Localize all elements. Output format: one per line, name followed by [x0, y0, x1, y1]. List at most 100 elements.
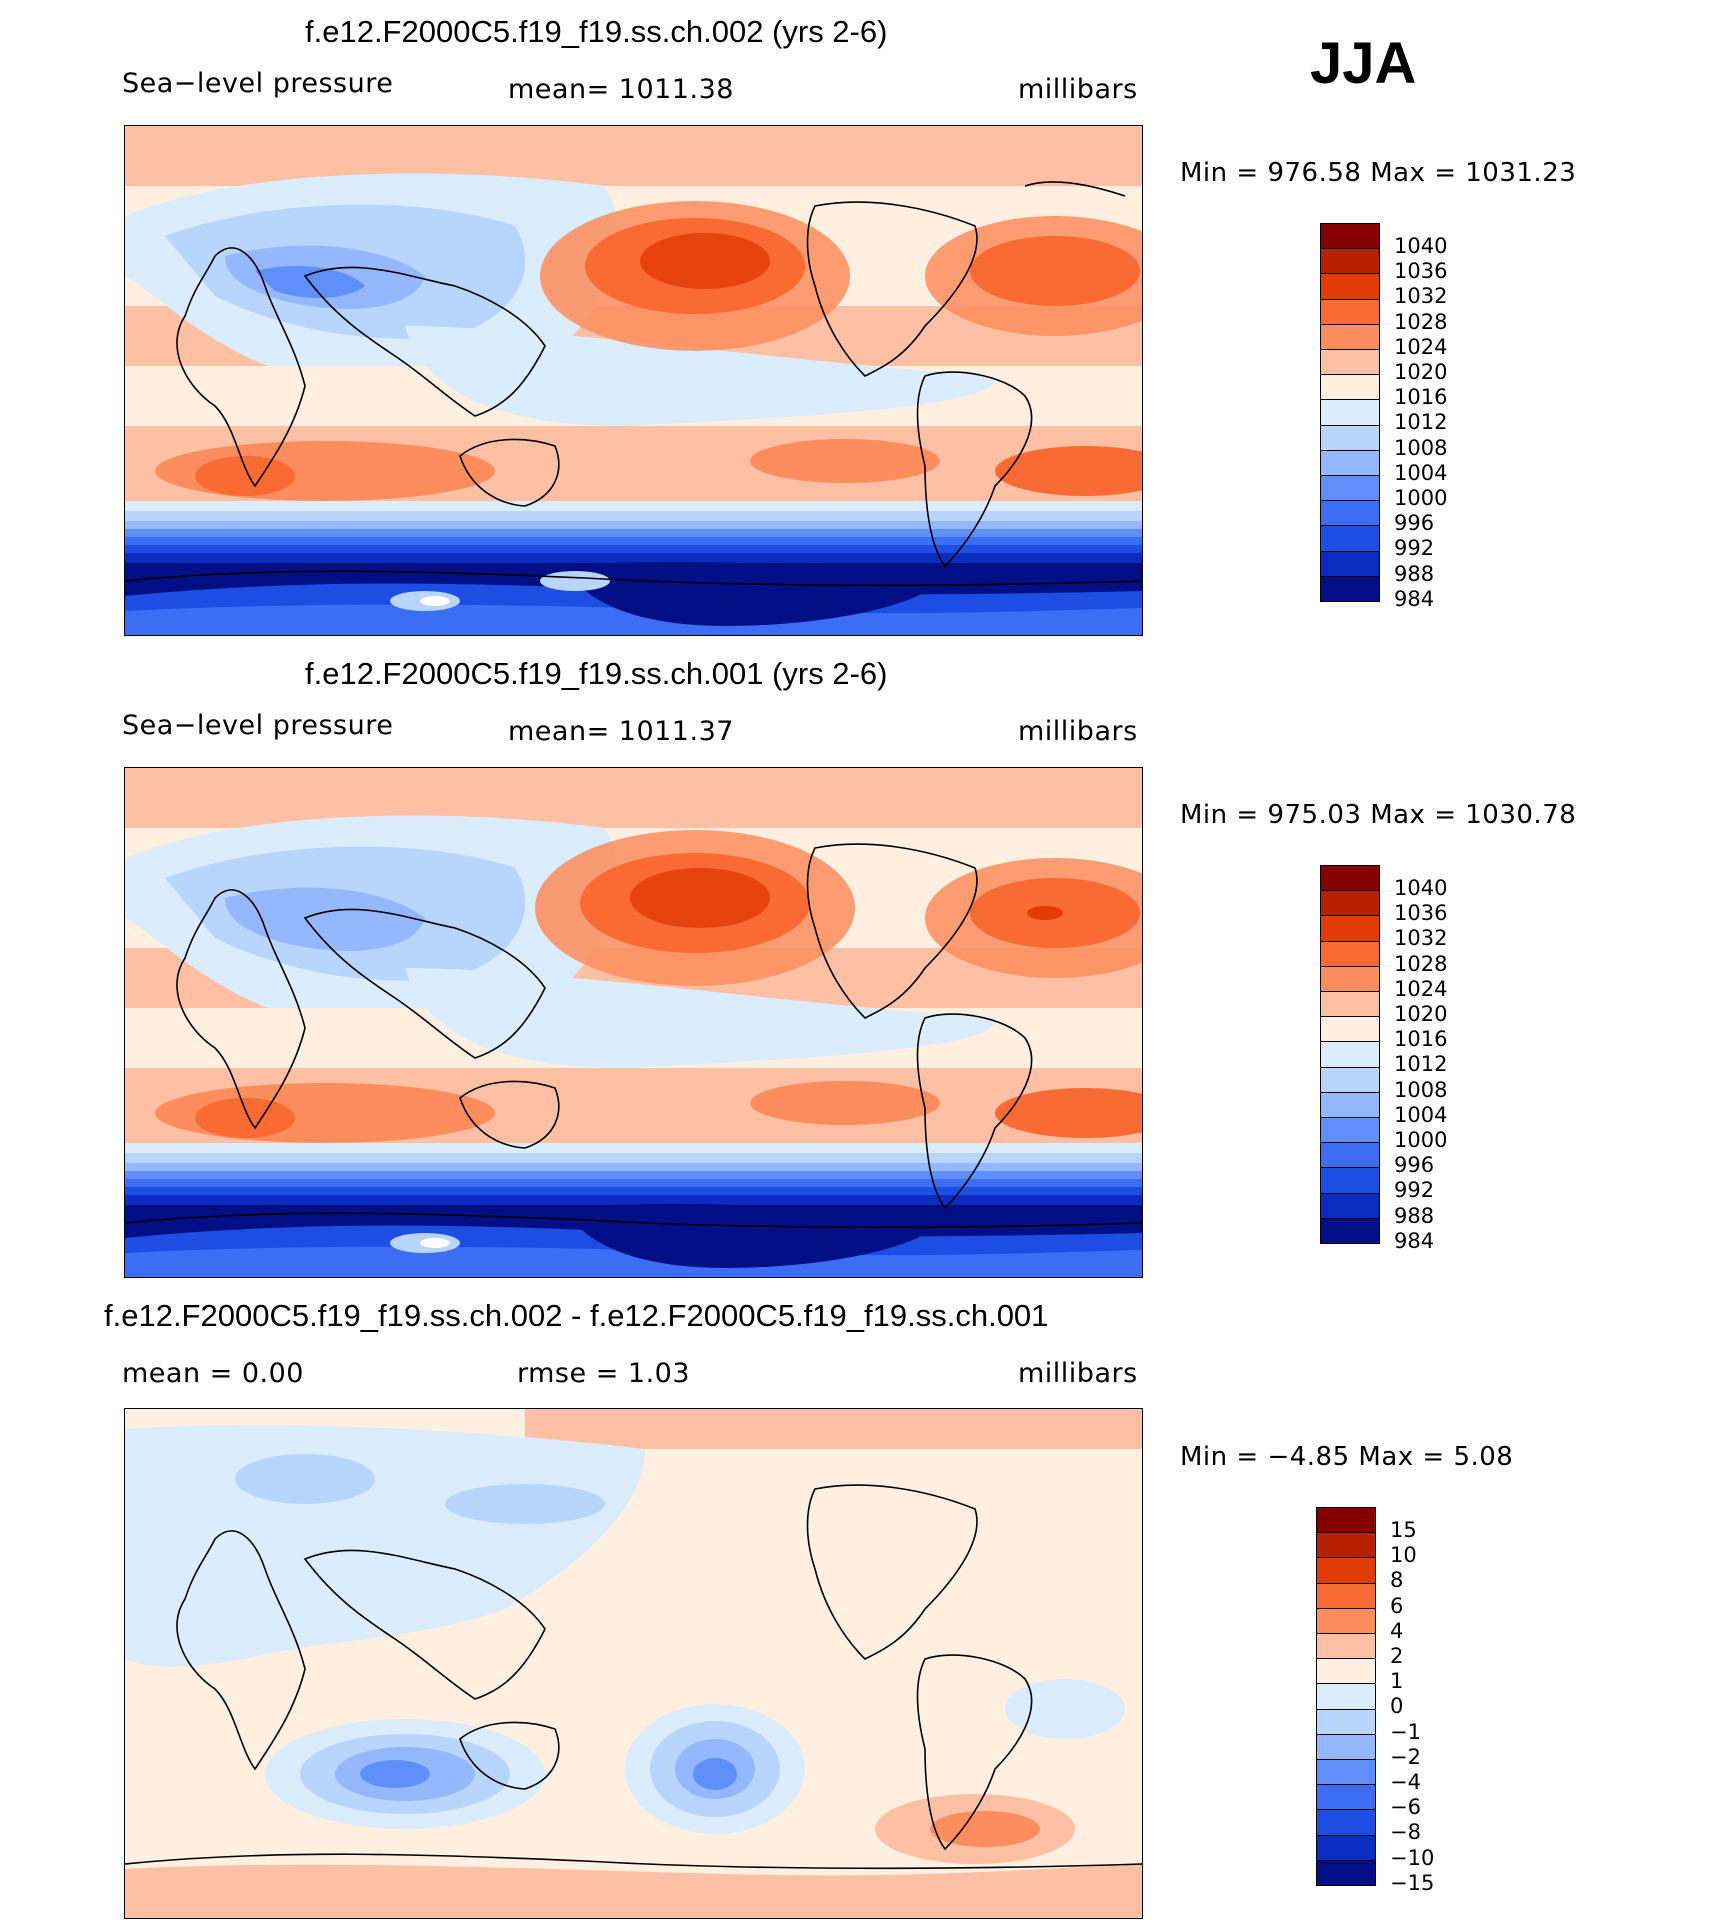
colorbar-label: 1036: [1394, 259, 1448, 284]
colorbar-label: 1032: [1394, 284, 1448, 309]
colorbar-label: 10: [1390, 1543, 1417, 1568]
units-label: millibars: [1018, 1358, 1138, 1389]
colorbar-swatch: [1320, 374, 1380, 401]
contour-map: [124, 1408, 1143, 1919]
colorbar-label: 1008: [1394, 435, 1448, 460]
colorbar-label: 6: [1390, 1593, 1404, 1618]
contour-map: [124, 125, 1143, 636]
season-label: JJA: [1310, 31, 1417, 96]
colorbar-label: 988: [1394, 1203, 1435, 1228]
colorbar-swatch: [1320, 1192, 1380, 1219]
colorbar-swatch: [1316, 1834, 1376, 1861]
colorbar-swatch: [1320, 1142, 1380, 1169]
colorbar-swatch: [1316, 1658, 1376, 1685]
colorbar-swatch: [1320, 940, 1380, 967]
colorbar-label: −2: [1390, 1744, 1421, 1769]
colorbar-swatch: [1316, 1784, 1376, 1811]
colorbar-swatch: [1316, 1532, 1376, 1559]
colorbar-swatch: [1320, 500, 1380, 527]
colorbar-label: 1020: [1394, 1002, 1448, 1026]
colorbar-label: 1004: [1394, 460, 1448, 485]
colorbar-swatch: [1320, 890, 1380, 917]
colorbar-swatch: [1316, 1582, 1376, 1609]
colorbar-label: 1020: [1394, 360, 1448, 384]
colorbar-swatch: [1320, 915, 1380, 942]
colorbar-label: 1024: [1394, 976, 1448, 1001]
mean-label: mean= 1011.37: [508, 716, 734, 747]
variable-label: Sea−level pressure: [122, 68, 394, 99]
colorbar-label: 1028: [1394, 309, 1448, 334]
colorbar-label: 1040: [1394, 234, 1448, 258]
colorbar-swatch: [1320, 298, 1380, 325]
colorbar-label: 1: [1390, 1669, 1404, 1694]
colorbar-swatch: [1320, 575, 1380, 602]
colorbar-label: −4: [1390, 1770, 1421, 1794]
panel-title: f.e12.F2000C5.f19_f19.ss.ch.002 - f.e12.…: [104, 1298, 1049, 1333]
colorbar-swatch: [1320, 991, 1380, 1018]
colorbar-swatch: [1320, 1117, 1380, 1144]
colorbar-label: 992: [1394, 1178, 1435, 1203]
mean-label: mean= 1011.38: [508, 74, 734, 105]
colorbar-label: 1028: [1394, 951, 1448, 976]
colorbar-swatch: [1320, 550, 1380, 577]
min-max-label: Min = 975.03 Max = 1030.78: [1180, 800, 1577, 830]
colorbar-label: 984: [1394, 1228, 1435, 1253]
min-max-label: Min = 976.58 Max = 1031.23: [1180, 158, 1577, 188]
colorbar-swatch: [1316, 1733, 1376, 1760]
colorbar-label: 1016: [1394, 1027, 1448, 1052]
units-label: millibars: [1018, 74, 1138, 105]
colorbar-label: 4: [1390, 1618, 1404, 1643]
colorbar-swatch: [1316, 1683, 1376, 1710]
colorbar-swatch: [1320, 965, 1380, 992]
colorbar-swatch: [1320, 525, 1380, 552]
contour-map: [124, 767, 1143, 1278]
colorbar-swatch: [1320, 399, 1380, 426]
colorbar-label: −10: [1390, 1845, 1435, 1870]
colorbar-label: 1016: [1394, 385, 1448, 410]
colorbar-swatch: [1316, 1708, 1376, 1735]
colorbar-label: 1012: [1394, 1052, 1448, 1077]
colorbar-label: 1012: [1394, 410, 1448, 435]
colorbar-label: 1036: [1394, 901, 1448, 926]
colorbar-label: 1000: [1394, 1128, 1448, 1152]
variable-label: Sea−level pressure: [122, 710, 394, 741]
colorbar-swatch: [1320, 349, 1380, 376]
colorbar-label: 996: [1394, 511, 1435, 536]
units-label: millibars: [1018, 716, 1138, 747]
colorbar-swatch: [1320, 424, 1380, 451]
colorbar-swatch: [1320, 475, 1380, 502]
panel-title: f.e12.F2000C5.f19_f19.ss.ch.002 (yrs 2-6…: [305, 14, 888, 49]
rmse-label: rmse = 1.03: [517, 1358, 691, 1389]
colorbar-swatch: [1316, 1633, 1376, 1660]
colorbar-label: 1008: [1394, 1077, 1448, 1102]
colorbar-swatch: [1320, 1066, 1380, 1093]
colorbar-label: 1004: [1394, 1102, 1448, 1127]
colorbar-label: −15: [1390, 1870, 1435, 1895]
colorbar-label: 1040: [1394, 876, 1448, 900]
mean-label: mean = 0.00: [122, 1358, 304, 1389]
colorbar-swatch: [1316, 1557, 1376, 1584]
colorbar-swatch: [1320, 1167, 1380, 1194]
colorbar-swatch: [1320, 323, 1380, 350]
colorbar-swatch: [1320, 1016, 1380, 1043]
colorbar-swatch: [1320, 273, 1380, 300]
colorbar-label: 1032: [1394, 926, 1448, 951]
colorbar-label: 996: [1394, 1153, 1435, 1178]
colorbar-label: −1: [1390, 1719, 1421, 1744]
colorbar-label: 2: [1390, 1644, 1404, 1668]
colorbar-label: 992: [1394, 536, 1435, 561]
colorbar-label: 1024: [1394, 334, 1448, 359]
min-max-label: Min = −4.85 Max = 5.08: [1180, 1442, 1514, 1472]
colorbar-label: 15: [1390, 1518, 1417, 1542]
colorbar-swatch: [1316, 1859, 1376, 1886]
colorbar-swatch: [1316, 1759, 1376, 1786]
colorbar-swatch: [1320, 449, 1380, 476]
colorbar-swatch: [1320, 865, 1380, 892]
colorbar-label: 8: [1390, 1568, 1404, 1593]
panel-title: f.e12.F2000C5.f19_f19.ss.ch.001 (yrs 2-6…: [305, 656, 888, 691]
colorbar-swatch: [1316, 1809, 1376, 1836]
colorbar-swatch: [1316, 1607, 1376, 1634]
colorbar-label: 988: [1394, 561, 1435, 586]
colorbar-swatch: [1320, 248, 1380, 275]
colorbar-label: 1000: [1394, 486, 1448, 510]
